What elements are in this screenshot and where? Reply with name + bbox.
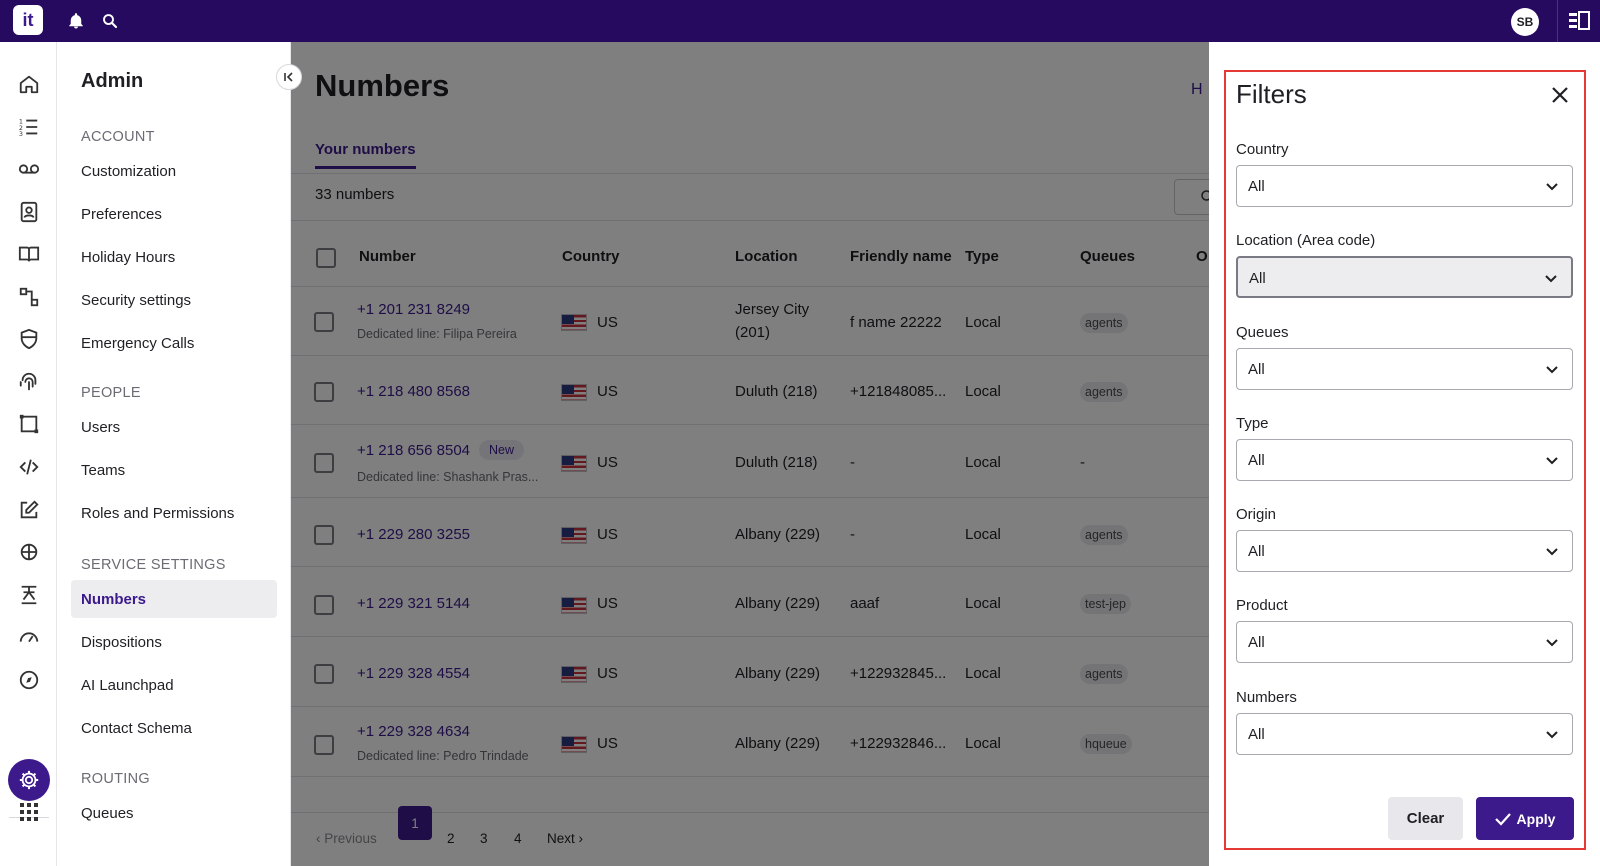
origin-filter-select[interactable]: All — [1236, 530, 1573, 572]
book-icon[interactable] — [17, 242, 41, 266]
sidebar-item-numbers[interactable]: Numbers — [71, 580, 277, 618]
section-heading-service-settings: SERVICE SETTINGS — [81, 557, 226, 573]
origin-filter-label: Origin — [1236, 506, 1277, 523]
product-filter-label: Product — [1236, 597, 1288, 614]
country-filter-select[interactable]: All — [1236, 165, 1573, 207]
numbers-filter-select[interactable]: All — [1236, 713, 1573, 755]
sidebar-title: Admin — [81, 70, 144, 92]
sidebar-item-teams[interactable]: Teams — [81, 461, 126, 479]
chevron-down-icon — [1546, 457, 1558, 465]
type-filter-select[interactable]: All — [1236, 439, 1573, 481]
svg-text:2: 2 — [19, 124, 23, 132]
app-logo[interactable]: it — [13, 5, 43, 35]
chevron-down-icon — [1546, 639, 1558, 647]
section-heading-account: ACCOUNT — [81, 129, 155, 145]
location-filter-label: Location (Area code) — [1236, 232, 1376, 249]
contacts-icon[interactable] — [17, 200, 41, 224]
sidebar-item-customization[interactable]: Customization — [81, 162, 177, 180]
svg-text:1: 1 — [19, 117, 23, 125]
chevron-down-icon — [1546, 183, 1558, 191]
close-icon — [1552, 87, 1568, 103]
queues-filter-select[interactable]: All — [1236, 348, 1573, 390]
avatar[interactable]: SB — [1511, 8, 1539, 36]
sidebar-item-holiday-hours[interactable]: Holiday Hours — [81, 248, 176, 266]
select-value: All — [1248, 452, 1265, 469]
sidebar-item-queues[interactable]: Queues — [81, 804, 134, 822]
clear-button[interactable]: Clear — [1388, 797, 1463, 840]
routing-icon[interactable] — [17, 583, 41, 607]
settings-active-indicator — [8, 759, 50, 801]
search-icon[interactable] — [99, 10, 121, 32]
queues-filter-label: Queues — [1236, 324, 1289, 341]
flow-icon[interactable] — [17, 285, 41, 309]
select-value: All — [1249, 270, 1266, 287]
shield-icon[interactable] — [17, 327, 41, 351]
apply-button[interactable]: Apply — [1476, 797, 1574, 840]
filters-title: Filters — [1236, 79, 1307, 109]
select-value: All — [1248, 634, 1265, 651]
divider — [1557, 0, 1558, 42]
chevron-down-icon — [1545, 275, 1557, 283]
voicemail-icon[interactable] — [17, 157, 41, 181]
numbers-filter-label: Numbers — [1236, 689, 1297, 706]
section-heading-people: PEOPLE — [81, 385, 141, 401]
side-panel-icon[interactable] — [1568, 11, 1590, 31]
collapse-icon — [284, 72, 293, 82]
code-icon[interactable] — [17, 455, 41, 479]
integration-icon[interactable] — [17, 540, 41, 564]
compass-icon[interactable] — [17, 668, 41, 692]
product-filter-select[interactable]: All — [1236, 621, 1573, 663]
svg-text:3: 3 — [19, 130, 23, 138]
select-value: All — [1248, 178, 1265, 195]
apps-grid-icon[interactable] — [17, 800, 41, 824]
top-bar: it SB — [0, 0, 1600, 42]
sidebar-item-security-settings[interactable]: Security settings — [81, 291, 192, 309]
chevron-down-icon — [1546, 548, 1558, 556]
gauge-icon[interactable] — [17, 625, 41, 649]
admin-sidebar: Admin ACCOUNT Customization Preferences … — [57, 42, 291, 866]
bell-icon[interactable] — [65, 10, 87, 32]
chevron-down-icon — [1546, 731, 1558, 739]
country-filter-label: Country — [1236, 141, 1289, 158]
select-value: All — [1248, 726, 1265, 743]
section-heading-routing: ROUTING — [81, 771, 150, 787]
close-filters-button[interactable] — [1549, 84, 1571, 106]
frame-icon[interactable] — [17, 412, 41, 436]
select-value: All — [1248, 543, 1265, 560]
home-icon[interactable] — [17, 72, 41, 96]
select-value: All — [1248, 361, 1265, 378]
apply-label: Apply — [1516, 810, 1556, 827]
sidebar-item-contact-schema[interactable]: Contact Schema — [81, 719, 192, 737]
sidebar-item-ai-launchpad[interactable]: AI Launchpad — [81, 676, 174, 694]
collapse-sidebar-button[interactable] — [276, 64, 302, 90]
sidebar-item-dispositions[interactable]: Dispositions — [81, 633, 162, 651]
type-filter-label: Type — [1236, 415, 1269, 432]
chevron-down-icon — [1546, 366, 1558, 374]
sidebar-item-users[interactable]: Users — [81, 418, 121, 436]
gear-icon[interactable] — [17, 768, 41, 792]
check-icon — [1494, 812, 1511, 826]
modal-overlay[interactable] — [291, 42, 1209, 866]
sidebar-item-roles-permissions[interactable]: Roles and Permissions — [81, 504, 235, 522]
location-filter-select[interactable]: All — [1236, 256, 1573, 298]
edit-icon[interactable] — [17, 498, 41, 522]
sidebar-item-preferences[interactable]: Preferences — [81, 205, 162, 223]
sidebar-item-emergency-calls[interactable]: Emergency Calls — [81, 334, 195, 352]
fingerprint-icon[interactable] — [17, 370, 41, 394]
